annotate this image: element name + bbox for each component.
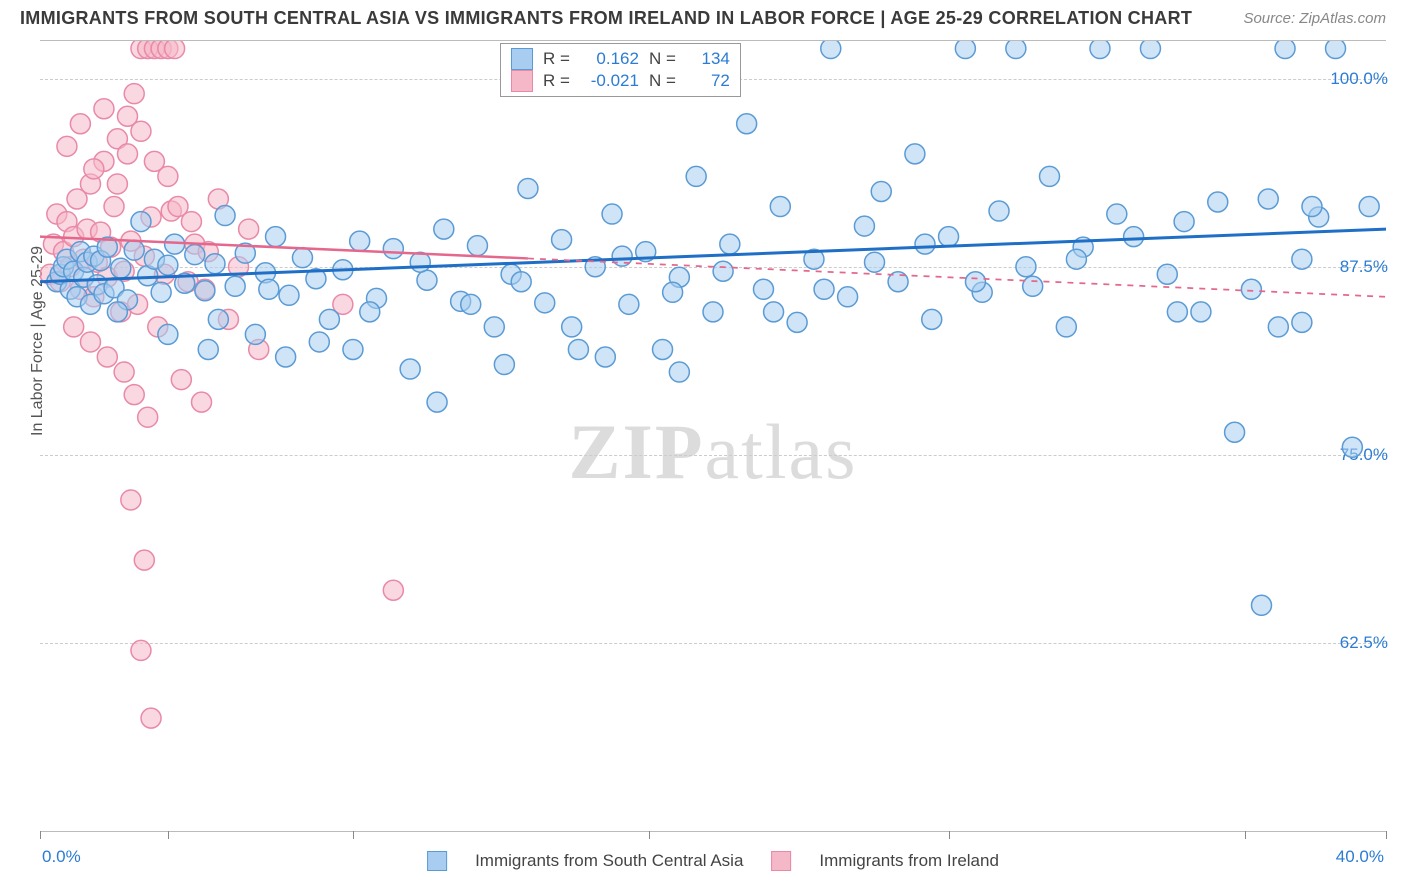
x-tick <box>649 831 650 839</box>
legend-label-1: Immigrants from Ireland <box>819 851 999 871</box>
correlation-legend: R = 0.162 N = 134 R = -0.021 N = 72 <box>500 43 741 97</box>
r-value-0: 0.162 <box>584 49 639 69</box>
n-value-0: 134 <box>690 49 730 69</box>
chart-title: IMMIGRANTS FROM SOUTH CENTRAL ASIA VS IM… <box>20 8 1192 29</box>
x-tick <box>949 831 950 839</box>
source-label: Source: ZipAtlas.com <box>1243 10 1386 27</box>
r-value-1: -0.021 <box>584 71 639 91</box>
n-value-1: 72 <box>690 71 730 91</box>
chart-plot-area: ZIPatlas R = 0.162 N = 134 R = -0.021 N … <box>40 40 1386 832</box>
r-label: R = <box>543 71 570 91</box>
x-axis-max-label: 40.0% <box>1336 847 1384 867</box>
legend-label-0: Immigrants from South Central Asia <box>475 851 743 871</box>
swatch-series-1 <box>511 70 533 92</box>
n-label: N = <box>649 71 676 91</box>
swatch-series-0 <box>511 48 533 70</box>
x-tick <box>1386 831 1387 839</box>
r-label: R = <box>543 49 570 69</box>
x-tick <box>168 831 169 839</box>
legend-row-0: R = 0.162 N = 134 <box>511 48 730 70</box>
x-axis-min-label: 0.0% <box>42 847 81 867</box>
chart-header: IMMIGRANTS FROM SOUTH CENTRAL ASIA VS IM… <box>0 0 1406 35</box>
n-label: N = <box>649 49 676 69</box>
x-tick <box>40 831 41 839</box>
series-legend: Immigrants from South Central Asia Immig… <box>427 851 999 871</box>
legend-row-1: R = -0.021 N = 72 <box>511 70 730 92</box>
swatch-bottom-1 <box>771 851 791 871</box>
x-tick <box>1245 831 1246 839</box>
scatter-svg <box>40 41 1386 831</box>
swatch-bottom-0 <box>427 851 447 871</box>
x-tick <box>353 831 354 839</box>
